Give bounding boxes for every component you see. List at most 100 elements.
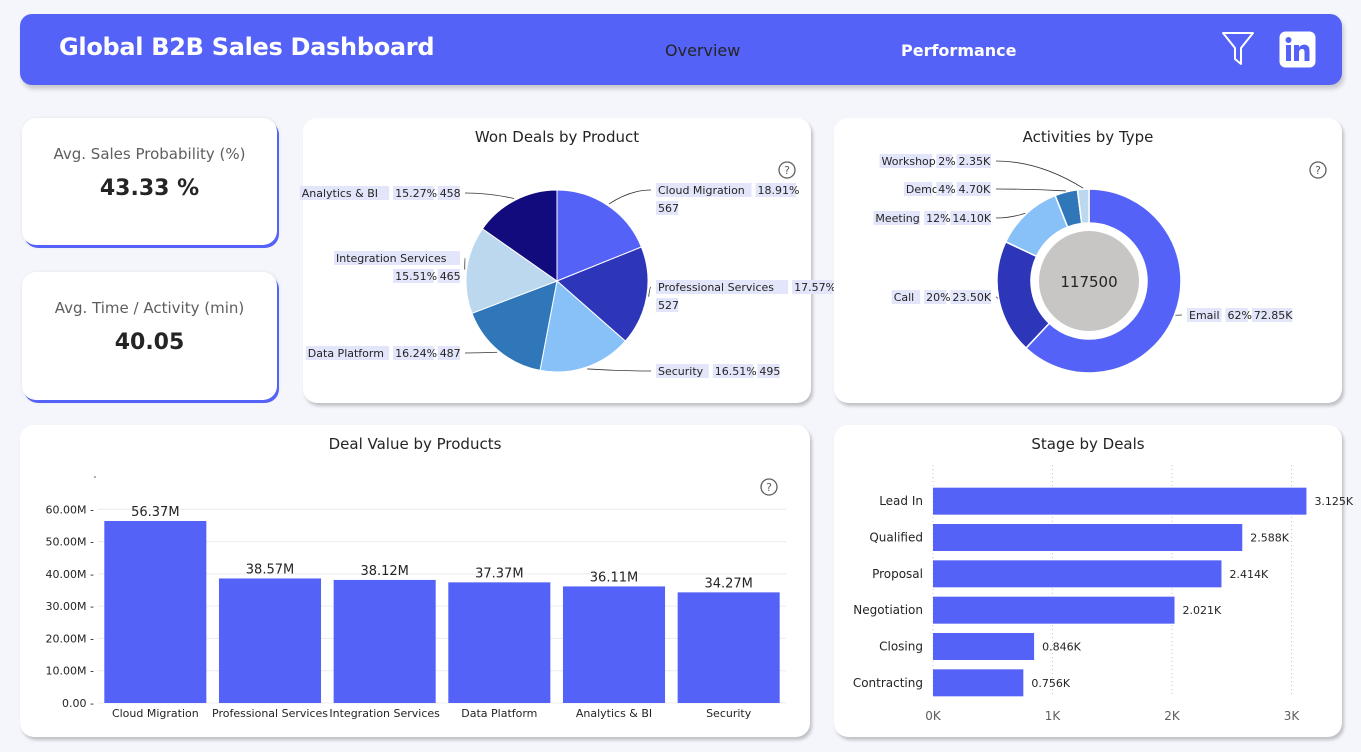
- leader-line: [464, 192, 515, 199]
- y-tick-label: Contracting: [853, 676, 923, 690]
- svg-text:62%: 62%: [1228, 309, 1252, 322]
- svg-text:Workshop: Workshop: [882, 155, 936, 168]
- kpi-card-sales-probability: Avg. Sales Probability (%) 43.33 %: [22, 118, 277, 245]
- donut-slice-email: [1024, 188, 1182, 374]
- svg-text:Meeting: Meeting: [875, 212, 919, 225]
- stage-card: Stage by Deals 0K 1K 2K 3K Lead In 3.125K Qual…: [834, 425, 1354, 737]
- pie-slice-professional-services: [556, 246, 649, 342]
- svg-text:465: 465: [440, 270, 461, 283]
- leader-line: [464, 351, 498, 354]
- pie-slice-data-platform: [471, 280, 558, 371]
- svg-text:Data Platform: Data Platform: [308, 347, 384, 360]
- kpi-card-time-per-activity: Avg. Time / Activity (min) 40.05: [22, 272, 277, 400]
- svg-text:Call: Call: [894, 291, 915, 304]
- chart-title: Stage by Deals: [1031, 435, 1145, 453]
- activities-card: Activities by Type ? 117500 Email 62% 72.85K…: [834, 118, 1342, 403]
- svg-text:72.85K: 72.85K: [1254, 309, 1293, 322]
- x-tick-label: 2K: [1164, 709, 1181, 723]
- svg-text:527: 527: [658, 299, 679, 312]
- pie-slice-security: [539, 280, 627, 373]
- y-tick-label: 40.00M -: [46, 568, 94, 581]
- data-label: 527: [656, 298, 679, 312]
- svg-text:Analytics & BI: Analytics & BI: [302, 187, 378, 200]
- filter-icon[interactable]: [1221, 31, 1255, 67]
- chart-title: Won Deals by Product: [474, 128, 640, 146]
- x-tick-label: Data Platform: [461, 707, 537, 720]
- stage-bar-chart: 0K 1K 2K 3K Lead In 3.125K Qualified 2.588K Prop…: [853, 465, 1354, 723]
- data-label: 567: [656, 201, 679, 215]
- data-label: 37.37M: [475, 566, 523, 581]
- data-label: Demo 4% 4.70K: [903, 182, 991, 196]
- x-tick-label: 1K: [1045, 709, 1062, 723]
- data-label: 34.27M: [704, 576, 752, 591]
- leader-line: [608, 189, 652, 205]
- dashboard-title: Global B2B Sales Dashboard: [59, 33, 435, 61]
- data-label: Call 20% 23.50K: [891, 290, 992, 304]
- pie-slice-analytics-and-bi: [481, 189, 558, 282]
- data-label: 38.57M: [246, 562, 294, 577]
- linkedin-icon[interactable]: [1279, 31, 1316, 68]
- x-tick-label: Cloud Migration: [112, 707, 199, 720]
- x-tick-label: 0K: [925, 709, 942, 723]
- bar-proposal: [933, 560, 1222, 588]
- data-label: Workshop 2% 2.35K: [879, 154, 991, 168]
- y-tick-label: 20.00M -: [46, 632, 94, 645]
- y-tick-label: Negotiation: [853, 603, 923, 617]
- header-bar: Global B2B Sales Dashboard Overview Perf…: [20, 14, 1342, 85]
- nav-performance-button[interactable]: Performance: [901, 41, 1017, 60]
- data-label: 36.11M: [590, 570, 638, 585]
- data-label: 38.12M: [360, 564, 408, 579]
- y-tick-label: 50.00M -: [46, 536, 94, 549]
- svg-text:12%: 12%: [926, 212, 950, 225]
- svg-text:567: 567: [658, 202, 679, 215]
- svg-text:Professional Services: Professional Services: [658, 281, 774, 294]
- pie-slice-integration-services: [465, 228, 559, 314]
- kpi-label: Avg. Sales Probability (%): [53, 145, 246, 163]
- donut-center-label: 117500: [1060, 273, 1117, 291]
- svg-text:16.24%: 16.24%: [395, 347, 437, 360]
- bar-negotiation: [933, 596, 1175, 624]
- x-tick-label: Professional Services: [212, 707, 328, 720]
- bar-integration-services: [333, 579, 436, 703]
- y-tick-label: Closing: [879, 640, 923, 654]
- kpi-value: 40.05: [114, 330, 185, 355]
- data-label: Email 62% 72.85K: [1187, 308, 1293, 322]
- won-deals-card: Won Deals by Product ? Cloud Migration 18.…: [299, 118, 836, 403]
- y-tick-label: 60.00M -: [46, 503, 94, 516]
- data-label: Data Platform 16.24% 487: [305, 346, 461, 360]
- bar-contracting: [933, 669, 1024, 697]
- data-label: Cloud Migration 18.91%: [656, 183, 799, 197]
- help-icon[interactable]: ?: [778, 161, 796, 179]
- leader-line: [587, 368, 652, 372]
- data-label: Meeting 12% 14.10K: [873, 211, 992, 225]
- svg-text:18.91%: 18.91%: [758, 184, 800, 197]
- bar-professional-services: [218, 578, 322, 703]
- svg-text:?: ?: [766, 481, 772, 494]
- y-tick-label: 10.00M -: [46, 665, 94, 678]
- svg-text:23.50K: 23.50K: [952, 291, 991, 304]
- svg-text:Security: Security: [658, 365, 704, 378]
- y-tick-label: 0.00 -: [62, 697, 94, 710]
- y-tick-label: Qualified: [869, 531, 923, 545]
- deal-value-card: Deal Value by Products ? 0.00 - 10.00M - 20…: [20, 425, 810, 737]
- svg-text:16.51%: 16.51%: [715, 365, 757, 378]
- data-label: Professional Services 17.57%: [656, 280, 836, 294]
- bar-security: [677, 592, 780, 703]
- help-icon[interactable]: ?: [760, 478, 778, 496]
- help-icon[interactable]: ?: [1309, 161, 1327, 179]
- data-label: Integration Services: [334, 251, 460, 265]
- donut-center: [1039, 231, 1139, 331]
- svg-text:?: ?: [1315, 164, 1321, 177]
- leader-line: [648, 286, 652, 297]
- data-label: 2.414K: [1229, 568, 1268, 581]
- data-label: Analytics & BI 15.27% 458: [299, 186, 461, 200]
- svg-text:20%: 20%: [926, 291, 950, 304]
- svg-text:?: ?: [784, 164, 790, 177]
- x-tick-label: Security: [706, 707, 752, 720]
- bar-data-platform: [448, 582, 551, 703]
- leader-line: [995, 188, 1066, 192]
- svg-text:15.27%: 15.27%: [395, 187, 437, 200]
- nav-overview-button[interactable]: Overview: [665, 41, 741, 60]
- won-deals-pie-chart: ? Cloud Migration 18.91% 567 Professional Se…: [299, 161, 836, 378]
- data-label: 56.37M: [131, 505, 179, 520]
